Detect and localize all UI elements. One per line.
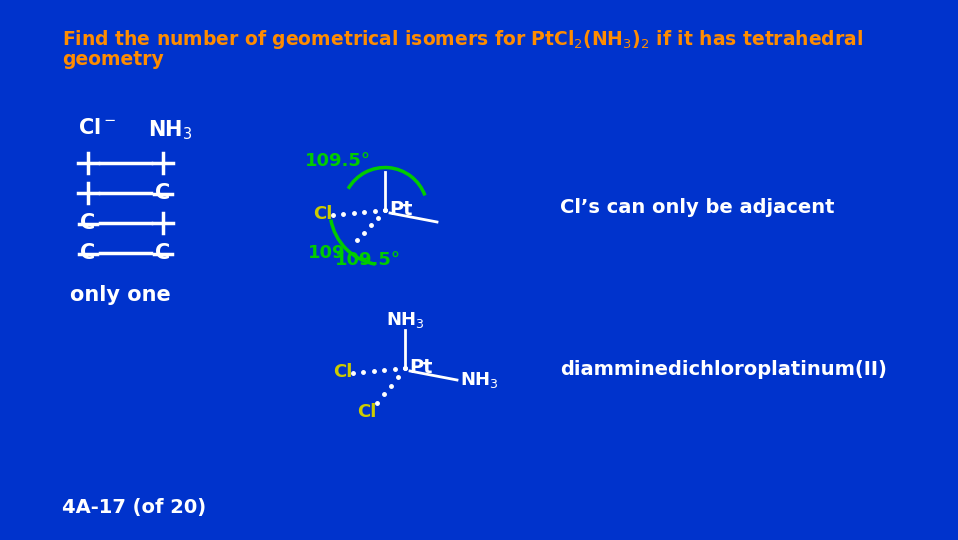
Text: C: C [80, 213, 96, 233]
Text: 4A-17 (of 20): 4A-17 (of 20) [62, 498, 206, 517]
Text: NH$_3$: NH$_3$ [386, 310, 424, 330]
Text: Pt: Pt [389, 200, 413, 219]
Text: Pt: Pt [409, 358, 432, 377]
Text: 109: 109 [308, 244, 346, 262]
Text: C: C [155, 183, 171, 203]
Text: Cl: Cl [357, 403, 376, 421]
Text: Cl: Cl [313, 205, 332, 223]
Text: NH$_3$: NH$_3$ [148, 118, 193, 141]
Text: only one: only one [70, 285, 171, 305]
Text: diamminedichloroplatinum(II): diamminedichloroplatinum(II) [560, 360, 887, 379]
Text: Find the number of geometrical isomers for PtCl$_2$(NH$_3$)$_2$ if it has tetrah: Find the number of geometrical isomers f… [62, 28, 863, 51]
Text: Cl$^-$: Cl$^-$ [78, 118, 116, 138]
Text: C: C [155, 243, 171, 263]
Text: geometry: geometry [62, 50, 164, 69]
Text: Cl: Cl [333, 363, 353, 381]
Text: 109.5°: 109.5° [335, 251, 401, 269]
Text: NH$_3$: NH$_3$ [460, 370, 499, 390]
Text: Cl’s can only be adjacent: Cl’s can only be adjacent [560, 198, 834, 217]
Text: 109.5°: 109.5° [305, 152, 371, 170]
Text: C: C [80, 243, 96, 263]
